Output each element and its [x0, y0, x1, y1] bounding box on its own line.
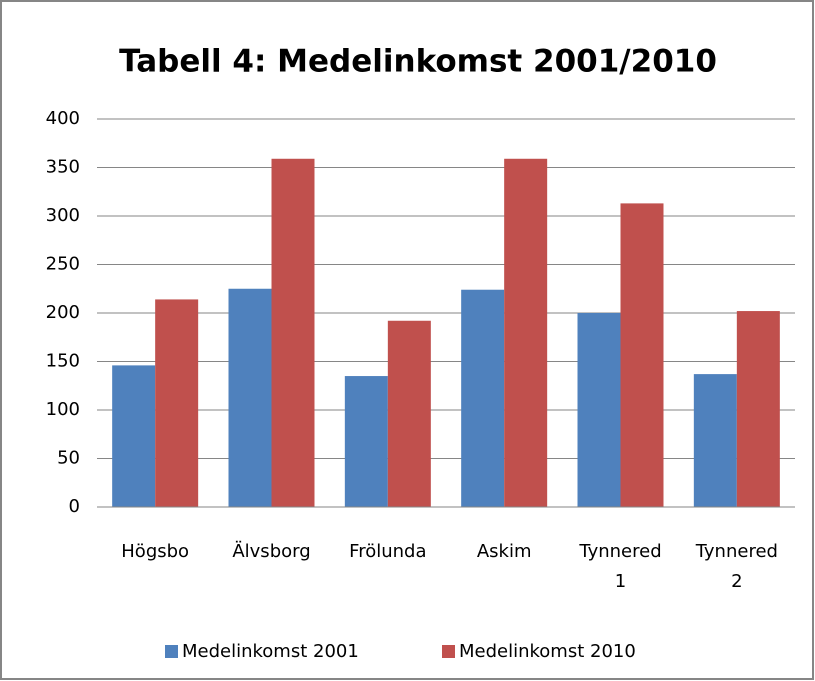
y-tick-label: 150 [46, 351, 80, 372]
chart-title: Tabell 4: Medelinkomst 2001/2010 [119, 44, 717, 80]
bar [344, 376, 388, 507]
y-tick-label: 350 [46, 157, 80, 178]
x-tick-label: Älvsborg [232, 541, 310, 562]
legend-swatch [165, 645, 178, 658]
bar [620, 203, 664, 507]
x-tick-label: Askim [477, 541, 532, 562]
bar [736, 311, 780, 507]
bar [155, 299, 199, 507]
bar [693, 374, 737, 507]
legend-label: Medelinkomst 2001 [182, 641, 359, 662]
bar [504, 158, 548, 507]
bar [461, 289, 505, 507]
x-tick-label: Tynnered 2 [695, 541, 778, 592]
legend-label: Medelinkomst 2010 [459, 641, 636, 662]
y-tick-label: 50 [57, 448, 80, 469]
bar [387, 320, 431, 507]
x-tick-label: Frölunda [349, 541, 426, 562]
bar [228, 288, 272, 507]
bar [271, 158, 315, 507]
y-tick-label: 200 [46, 302, 80, 323]
y-tick-label: 100 [46, 399, 80, 420]
x-tick-label: Tynnered 1 [578, 541, 661, 592]
y-tick-label: 400 [46, 108, 80, 129]
y-tick-label: 250 [46, 254, 80, 275]
bar [112, 365, 156, 507]
x-tick-label: Högsbo [121, 541, 189, 562]
legend-swatch [442, 645, 455, 658]
y-tick-label: 300 [46, 205, 80, 226]
y-tick-label: 0 [69, 496, 80, 517]
bar [577, 313, 621, 507]
